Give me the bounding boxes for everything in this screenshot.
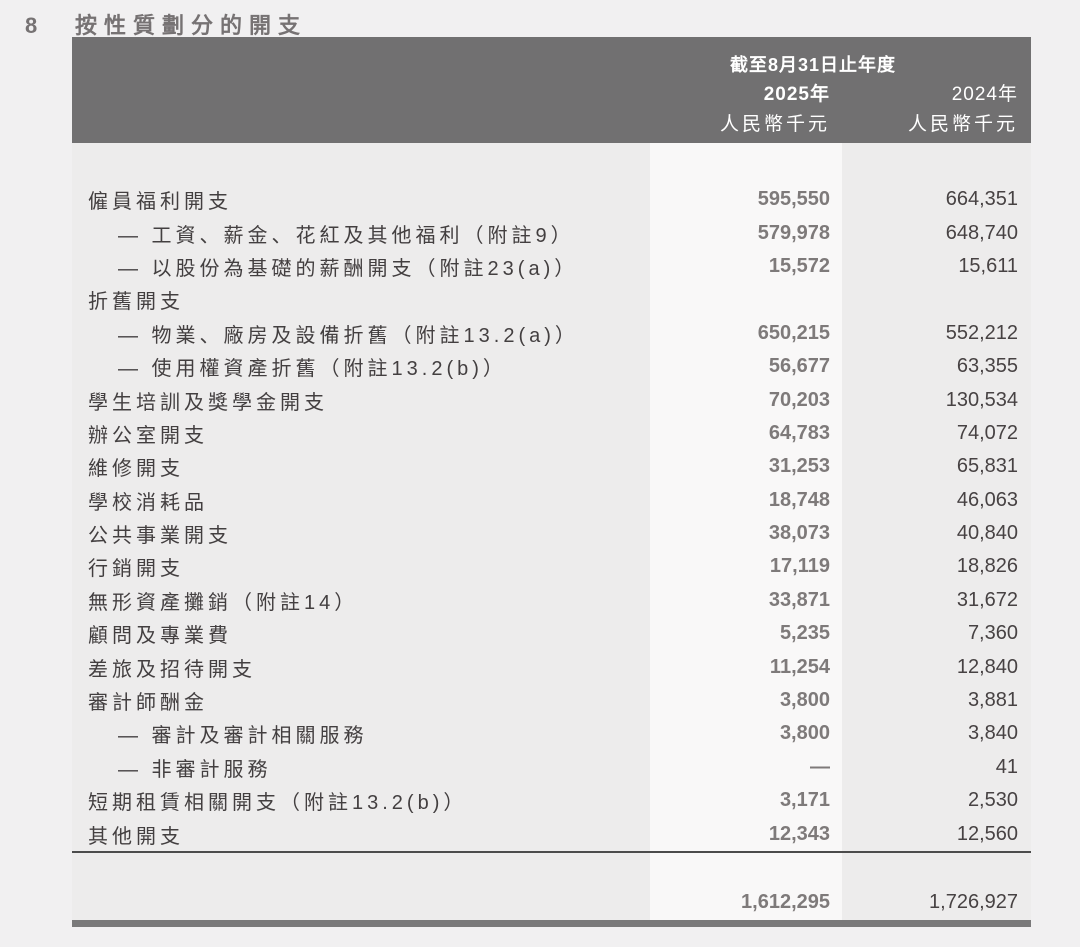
row-label: 學校消耗品 — [88, 491, 208, 514]
table-row: 辦公室開支 64,783 74,072 — [72, 417, 1031, 450]
table-rows: 僱員福利開支 595,550 664,351 — 工資、薪金、花紅及其他福利（附註9）… — [72, 183, 1031, 851]
table-row: — 以股份為基礎的薪酬開支（附註23(a)） 15,572 15,611 — [72, 250, 1031, 283]
table-row: 無形資產攤銷（附註14） 33,871 31,672 — [72, 584, 1031, 617]
table-row: 學校消耗品 18,748 46,063 — [72, 484, 1031, 517]
row-value-2025: 650,215 — [757, 321, 830, 344]
column-header-2025: 2025年 — [763, 84, 830, 105]
row-value-2025: 18,748 — [768, 488, 830, 511]
row-value-2025: 64,783 — [768, 421, 830, 444]
total-value-2025: 1,612,295 — [741, 890, 830, 913]
row-value-2024: 15,611 — [958, 254, 1018, 277]
row-label: 無形資產攤銷（附註14） — [88, 591, 359, 614]
row-value-2025: 12,343 — [768, 822, 830, 845]
row-value-2025: 56,677 — [768, 355, 830, 378]
table-row: 學生培訓及獎學金開支 70,203 130,534 — [72, 383, 1031, 416]
table-body: 僱員福利開支 595,550 664,351 — 工資、薪金、花紅及其他福利（附註9）… — [72, 143, 1031, 920]
table-bottom-bar — [72, 919, 1031, 927]
row-label: 辦公室開支 — [88, 424, 208, 447]
row-label: 學生培訓及獎學金開支 — [88, 391, 328, 414]
row-value-2025: 3,171 — [779, 789, 830, 812]
table-row: 折舊開支 — [72, 283, 1031, 316]
table-row: — 工資、薪金、花紅及其他福利（附註9） 579,978 648,740 — [72, 216, 1031, 249]
row-value-2024: 12,840 — [956, 655, 1018, 678]
row-value-2025: 17,119 — [769, 555, 830, 578]
section-number: 8 — [25, 13, 38, 38]
row-label: 行銷開支 — [88, 558, 184, 581]
row-value-2025: — — [810, 755, 830, 778]
row-value-2024: 74,072 — [956, 421, 1018, 444]
page-title: 按性質劃分的開支 — [75, 13, 308, 38]
row-value-2024: 7,360 — [967, 622, 1018, 645]
unit-label-2025: 人民幣千元 — [719, 114, 830, 135]
current-year-column-highlight — [650, 143, 842, 920]
row-value-2024: 552,212 — [945, 321, 1018, 344]
table-row: 審計師酬金 3,800 3,881 — [72, 684, 1031, 717]
row-value-2024: 31,672 — [956, 588, 1018, 611]
row-label: — 工資、薪金、花紅及其他福利（附註9） — [118, 224, 575, 247]
row-value-2025: 595,550 — [757, 188, 830, 211]
row-value-2024: 41 — [995, 755, 1018, 778]
table-row: — 非審計服務 — 41 — [72, 751, 1031, 784]
row-value-2024: 664,351 — [945, 188, 1018, 211]
row-label: 維修開支 — [88, 458, 184, 481]
table-row: 僱員福利開支 595,550 664,351 — [72, 183, 1031, 216]
row-value-2025: 11,254 — [769, 655, 830, 678]
header-gap — [72, 143, 1031, 183]
row-label: 審計師酬金 — [88, 692, 208, 715]
row-value-2025: 3,800 — [779, 722, 830, 745]
row-value-2025: 15,572 — [768, 254, 830, 277]
row-label: — 物業、廠房及設備折舊（附註13.2(a)） — [118, 324, 579, 347]
table-row: 公共事業開支 38,073 40,840 — [72, 517, 1031, 550]
table-row: 其他開支 12,343 12,560 — [72, 817, 1031, 850]
row-label: — 使用權資產折舊（附註13.2(b)） — [118, 358, 507, 381]
row-value-2024: 40,840 — [956, 522, 1018, 545]
column-header-2024: 2024年 — [951, 84, 1018, 105]
row-label: 公共事業開支 — [88, 525, 232, 548]
total-value-2024: 1,726,927 — [929, 890, 1018, 913]
row-value-2024: 130,534 — [945, 388, 1018, 411]
row-label: — 審計及審計相關服務 — [118, 725, 368, 748]
table-row: 顧問及專業費 5,235 7,360 — [72, 617, 1031, 650]
unit-label-2024: 人民幣千元 — [907, 114, 1018, 135]
row-value-2024: 3,881 — [967, 689, 1018, 712]
row-label: 折舊開支 — [88, 291, 184, 314]
table-row: 短期租賃相關開支（附註13.2(b)） 3,171 2,530 — [72, 784, 1031, 817]
table-row: — 審計及審計相關服務 3,800 3,840 — [72, 717, 1031, 750]
expenses-by-nature-table: 截至8月31日止年度 2025年 2024年 人民幣千元 人民幣千元 僱員福利開… — [72, 37, 1031, 927]
row-value-2024: 46,063 — [956, 488, 1018, 511]
total-separator-rule — [72, 850, 1031, 853]
row-value-2025: 70,203 — [768, 388, 830, 411]
row-value-2024: 3,840 — [967, 722, 1018, 745]
row-value-2024: 2,530 — [967, 789, 1018, 812]
row-value-2024: 63,355 — [956, 355, 1018, 378]
row-value-2025: 5,235 — [779, 622, 830, 645]
row-value-2024: 18,826 — [956, 555, 1018, 578]
row-label: — 非審計服務 — [118, 758, 272, 781]
table-row: — 使用權資產折舊（附註13.2(b)） 56,677 63,355 — [72, 350, 1031, 383]
row-label: 其他開支 — [88, 825, 184, 848]
row-label: 顧問及專業費 — [88, 625, 232, 648]
row-value-2025: 33,871 — [768, 588, 830, 611]
table-header: 截至8月31日止年度 2025年 2024年 人民幣千元 人民幣千元 — [72, 37, 1031, 143]
row-label: 僱員福利開支 — [88, 191, 232, 214]
table-row: 行銷開支 17,119 18,826 — [72, 550, 1031, 583]
table-row: 差旅及招待開支 11,254 12,840 — [72, 650, 1031, 683]
row-value-2024: 12,560 — [956, 822, 1018, 845]
row-label: 短期租賃相關開支（附註13.2(b)） — [88, 792, 468, 815]
row-value-2024: 65,831 — [956, 455, 1018, 478]
table-row: — 物業、廠房及設備折舊（附註13.2(a)） 650,215 552,212 — [72, 317, 1031, 350]
total-row: 1,612,295 1,726,927 — [72, 853, 1031, 920]
row-value-2025: 31,253 — [768, 455, 830, 478]
row-value-2025: 3,800 — [779, 689, 830, 712]
row-value-2025: 579,978 — [757, 221, 830, 244]
row-value-2024: 648,740 — [945, 221, 1018, 244]
section-heading: 8 按性質劃分的開支 — [0, 0, 1080, 38]
table-row: 維修開支 31,253 65,831 — [72, 450, 1031, 483]
row-label: — 以股份為基礎的薪酬開支（附註23(a)） — [118, 257, 579, 280]
period-header: 截至8月31日止年度 — [729, 55, 897, 75]
row-value-2025: 38,073 — [768, 522, 830, 545]
row-label: 差旅及招待開支 — [88, 658, 256, 681]
